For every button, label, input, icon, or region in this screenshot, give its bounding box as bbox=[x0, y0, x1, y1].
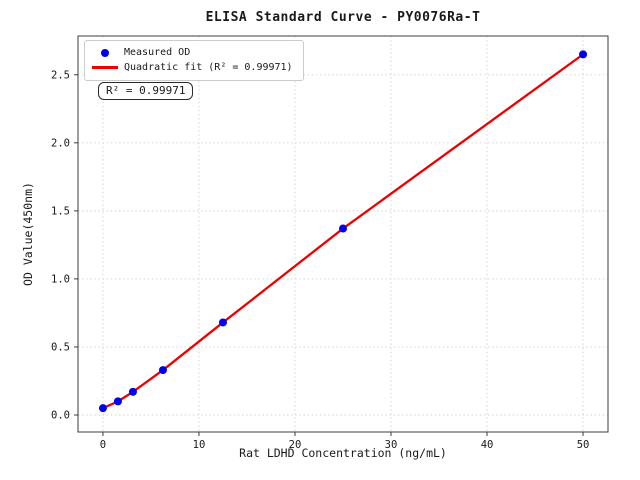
legend: Measured OD Quadratic fit (R² = 0.99971) bbox=[84, 40, 304, 81]
data-point bbox=[339, 224, 347, 233]
x-tick-label: 50 bbox=[577, 439, 590, 451]
y-tick-label: 1.0 bbox=[51, 273, 70, 285]
r-squared-annotation: R² = 0.99971 bbox=[98, 82, 194, 100]
data-point bbox=[579, 50, 588, 59]
data-point bbox=[218, 318, 227, 327]
y-tick-label: 0.0 bbox=[51, 409, 70, 421]
y-tick-label: 1.5 bbox=[51, 205, 70, 217]
y-tick-label: 2.0 bbox=[51, 137, 70, 149]
legend-label: Quadratic fit (R² = 0.99971) bbox=[124, 62, 293, 73]
y-axis-label: OD Value(450nm) bbox=[21, 182, 35, 286]
x-tick-label: 10 bbox=[193, 439, 206, 451]
axes-frame bbox=[77, 35, 609, 433]
data-point bbox=[98, 404, 107, 413]
data-point bbox=[113, 397, 122, 406]
x-tick-label: 40 bbox=[481, 439, 494, 451]
y-tick-label: 2.5 bbox=[51, 69, 70, 81]
y-tick-label: 0.5 bbox=[51, 341, 70, 353]
x-axis-label: Rat LDHD Concentration (ng/mL) bbox=[239, 446, 447, 460]
legend-item-quadratic-fit: Quadratic fit (R² = 0.99971) bbox=[92, 60, 293, 75]
x-tick-label: 30 bbox=[385, 439, 398, 451]
data-point bbox=[158, 366, 167, 375]
x-tick-label: 20 bbox=[289, 439, 302, 451]
line-marker-icon bbox=[92, 66, 118, 69]
data-point bbox=[128, 387, 137, 396]
chart-title: ELISA Standard Curve - PY0076Ra-T bbox=[205, 10, 481, 25]
scatter-marker-icon bbox=[101, 48, 109, 57]
x-tick-label: 0 bbox=[100, 439, 106, 451]
legend-item-measured-od: Measured OD bbox=[92, 45, 293, 60]
legend-label: Measured OD bbox=[124, 47, 191, 58]
